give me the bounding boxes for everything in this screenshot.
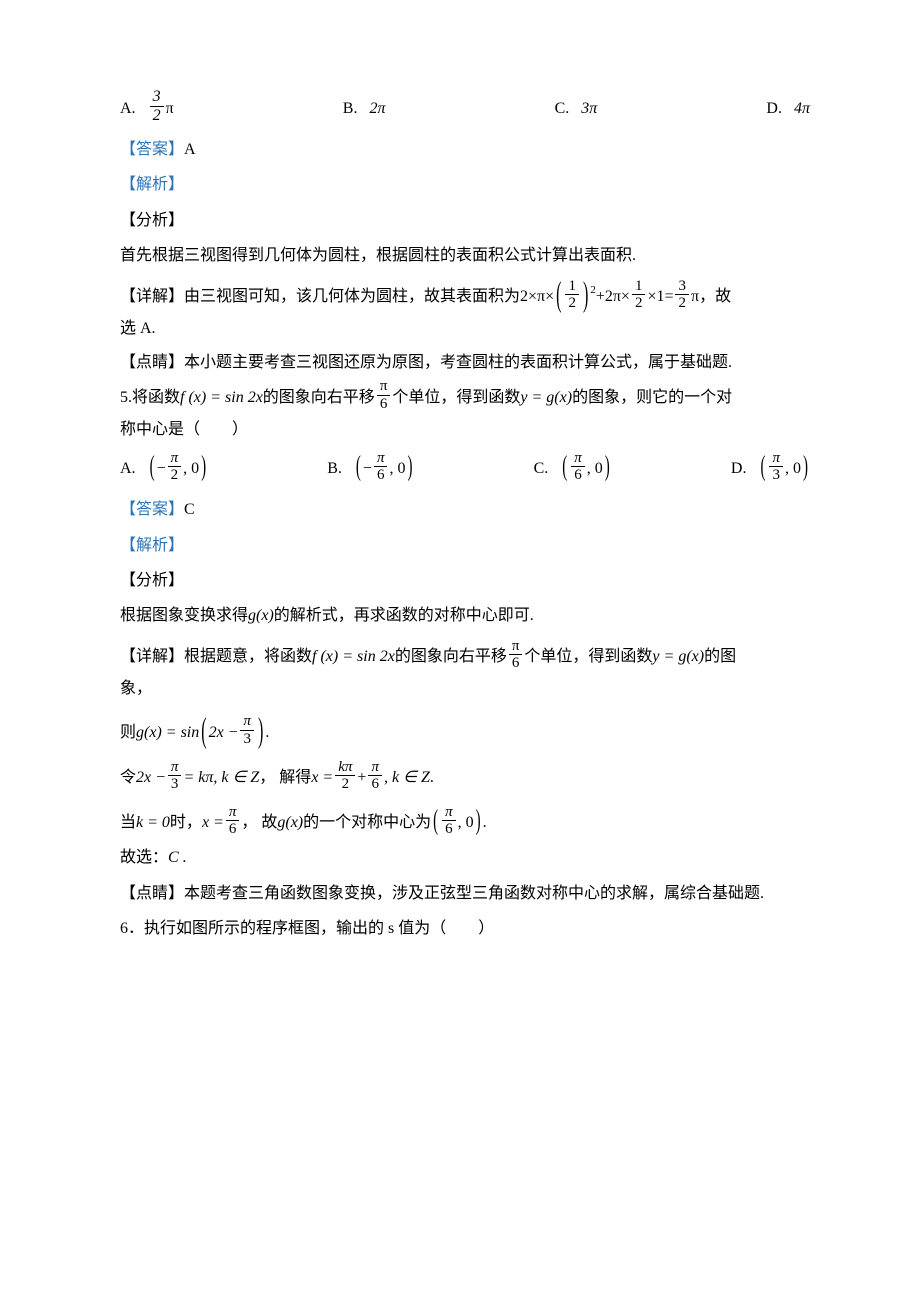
q4-detail: 【详解】 由三视图可知，该几何体为圆柱，故其表面积为 2×π× ( 12 ) 2… <box>120 279 810 314</box>
q5-opt-d: D. ( π3 , 0 ) <box>731 451 810 486</box>
q4-opt-c-label: C. <box>555 91 570 126</box>
q5-num: 5. <box>120 380 132 415</box>
q5-yg: y = g(x) <box>520 380 572 415</box>
q5-therefore: 故选： C . <box>120 840 810 875</box>
dianjing-label: 【点睛】 <box>120 345 184 380</box>
q5-opt-c: C. ( π6 , 0 ) <box>534 451 612 486</box>
q4-jiexi: 【解析】 <box>120 167 810 202</box>
q4-detail-line2: 选 A. <box>120 314 810 344</box>
paren-r-icon: ) <box>201 438 206 501</box>
q4-opt-d: D. 4π <box>766 91 810 126</box>
detail-label: 【详解】 <box>120 639 184 674</box>
answer-label: 【答案】 <box>120 132 184 167</box>
sq: 2 <box>590 278 596 302</box>
paren-r-icon: ) <box>476 791 481 854</box>
q5-options-row: A. ( − π2 , 0 ) B. ( − π6 , 0 ) C. ( π6 … <box>120 451 810 486</box>
q5-answer-val: C <box>184 492 195 527</box>
q5-stem-line2: 称中心是（ ） <box>120 415 810 445</box>
q4-opt-c: C. 3π <box>555 91 598 126</box>
q4-fenxi-body: 首先根据三视图得到几何体为圆柱，根据圆柱的表面积公式计算出表面积. <box>120 238 810 273</box>
paren-l-icon: ( <box>556 257 561 334</box>
q5-fenxi-body: 根据图象变换求得 g(x) 的解析式，再求函数的对称中心即可. <box>120 598 810 633</box>
q4-opt-a-val: 32 π <box>148 90 174 126</box>
q4-dianjing: 【点睛】 本小题主要考查三视图还原为原图，考查圆柱的表面积计算公式，属于基础题. <box>120 345 810 380</box>
paren-l-icon: ( <box>433 791 438 854</box>
q5-opt-a: A. ( − π2 , 0 ) <box>120 451 208 486</box>
q4-answer-val: A <box>184 132 196 167</box>
q4-opt-a-label: A. <box>120 91 136 126</box>
q4-opt-b-label: B. <box>343 91 358 126</box>
q4-detail-post: ，故 <box>699 279 731 314</box>
q4-opt-b: B. 2π <box>343 91 386 126</box>
q5-jiexi: 【解析】 <box>120 528 810 563</box>
dianjing-label: 【点睛】 <box>120 876 184 911</box>
detail-label: 【详解】 <box>120 279 184 314</box>
q5-detail-1b: 象， <box>120 674 810 704</box>
q4-opt-a: A. 32 π <box>120 90 174 126</box>
q4-opt-b-val: 2π <box>369 91 385 126</box>
q5-dianjing: 【点睛】 本题考查三角函数图象变换，涉及正弦型三角函数对称中心的求解，属综合基础… <box>120 876 810 911</box>
q4-options-row: A. 32 π B. 2π C. 3π D. 4π <box>120 90 810 126</box>
q5-detail-1: 【详解】 根据题意，将函数 f (x) = sin 2x 的图象向右平移 π6 … <box>120 639 810 674</box>
q5-fx: f (x) = sin 2x <box>180 380 263 415</box>
q4-detail-expr: 2×π× ( 12 ) 2 +2π× 12 ×1= 32 π <box>520 279 699 314</box>
q4-detail-pre: 由三视图可知，该几何体为圆柱，故其表面积为 <box>184 279 520 314</box>
paren-r-icon: ) <box>258 693 263 770</box>
q4-opt-c-val: 3π <box>581 91 597 126</box>
q5-answer: 【答案】 C <box>120 492 810 527</box>
q5-dianjing-body: 本题考查三角函数图象变换，涉及正弦型三角函数对称中心的求解，属综合基础题. <box>184 876 764 911</box>
paren-r-icon: ) <box>583 257 588 334</box>
q4-answer: 【答案】 A <box>120 132 810 167</box>
q5-fenxi-label: 【分析】 <box>120 563 810 598</box>
q5-opt-b: B. ( − π6 , 0 ) <box>327 451 414 486</box>
q5-detail-4: 当 k = 0 时， x = π6 ， 故 g(x) 的一个对称中心为 ( π6… <box>120 805 810 840</box>
paren-l-icon: ( <box>201 693 206 770</box>
q5-detail-3: 令 2x − π3 = kπ, k ∈ Z ， 解得 x = kπ2 + π6 … <box>120 760 810 795</box>
q4-opt-d-label: D. <box>766 91 782 126</box>
q5-detail-2: 则 g(x) = sin ( 2x − π3 ) . <box>120 715 810 750</box>
q4-dianjing-body: 本小题主要考查三视图还原为原图，考查圆柱的表面积计算公式，属于基础题. <box>184 345 732 380</box>
q4-opt-d-val: 4π <box>794 91 810 126</box>
q5-stem: 5. 将函数 f (x) = sin 2x 的图象向右平移 π6 个单位，得到函… <box>120 380 810 415</box>
q4-fenxi-label: 【分析】 <box>120 203 810 238</box>
q6-stem: 6．执行如图所示的程序框图，输出的 s 值为（ ） <box>120 911 810 946</box>
paren-l-icon: ( <box>150 438 155 501</box>
